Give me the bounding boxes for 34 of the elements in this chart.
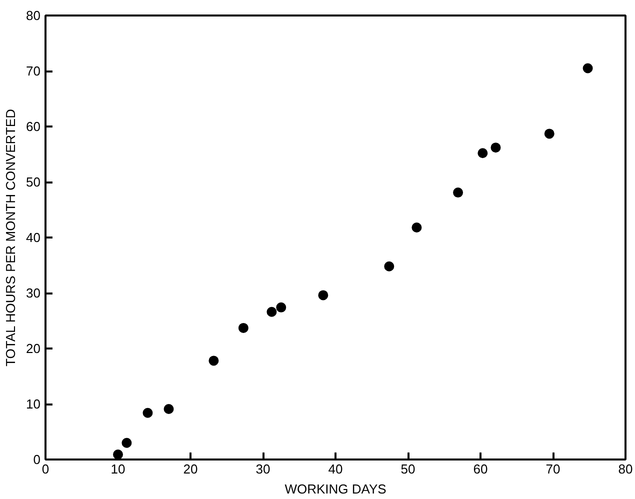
x-tick-label: 70 <box>546 462 560 476</box>
y-tick-label: 30 <box>26 286 41 300</box>
point <box>544 128 554 139</box>
point <box>412 222 422 232</box>
point <box>318 290 328 300</box>
y-tick-label: 0 <box>33 452 41 467</box>
x-tick-label: 40 <box>328 462 343 476</box>
x-tick-label: 30 <box>256 462 270 476</box>
point <box>208 356 219 366</box>
point <box>164 404 174 414</box>
x-tick-label: 80 <box>618 462 633 476</box>
point <box>122 438 132 448</box>
point <box>238 322 248 333</box>
y-axis-title: TOTAL HOURS PER MONTH CONVERTED <box>3 109 18 366</box>
y-tick-label: 40 <box>26 230 41 245</box>
y-tick-label: 50 <box>26 174 41 190</box>
point <box>142 408 153 418</box>
y-tick-label: 60 <box>26 119 41 134</box>
y-tick-label: 80 <box>26 8 41 23</box>
point <box>276 302 286 312</box>
point <box>478 148 488 158</box>
y-tick-label: 10 <box>26 396 41 412</box>
point <box>490 142 501 153</box>
y-tick-label: 70 <box>26 64 41 78</box>
x-tick-label: 60 <box>473 462 488 476</box>
x-tick-label: 20 <box>183 462 198 476</box>
x-tick-label: 10 <box>110 462 126 476</box>
x-tick-label: 50 <box>400 462 416 476</box>
point <box>582 63 593 74</box>
x-axis-title: WORKING DAYS <box>284 482 387 496</box>
point <box>453 188 464 198</box>
y-tick-label: 20 <box>26 341 41 356</box>
point <box>266 306 277 317</box>
point <box>384 261 394 272</box>
